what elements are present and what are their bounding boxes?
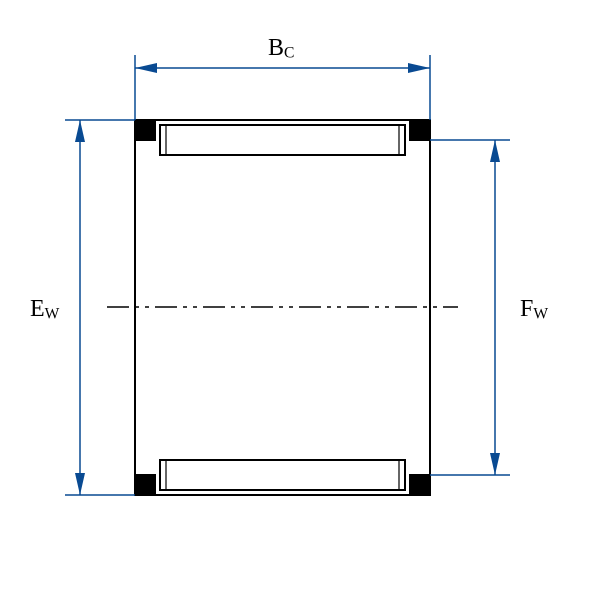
- corner-block-1: [410, 120, 430, 140]
- corner-block-2: [135, 475, 155, 495]
- roller-bottom: [160, 460, 405, 490]
- corner-block-3: [410, 475, 430, 495]
- label-main: E: [30, 296, 45, 322]
- dimension-label-ew: EW: [30, 296, 59, 323]
- technical-drawing: [0, 0, 600, 600]
- label-sub: W: [45, 305, 60, 322]
- dimension-label-fw: FW: [520, 296, 548, 323]
- label-sub: C: [284, 44, 294, 61]
- dimension-label-bc: BC: [268, 35, 294, 62]
- corner-block-0: [135, 120, 155, 140]
- label-sub: W: [533, 305, 548, 322]
- roller-top: [160, 125, 405, 155]
- diagram-stage: BC EW FW: [0, 0, 600, 600]
- label-main: B: [268, 35, 284, 61]
- label-main: F: [520, 296, 533, 322]
